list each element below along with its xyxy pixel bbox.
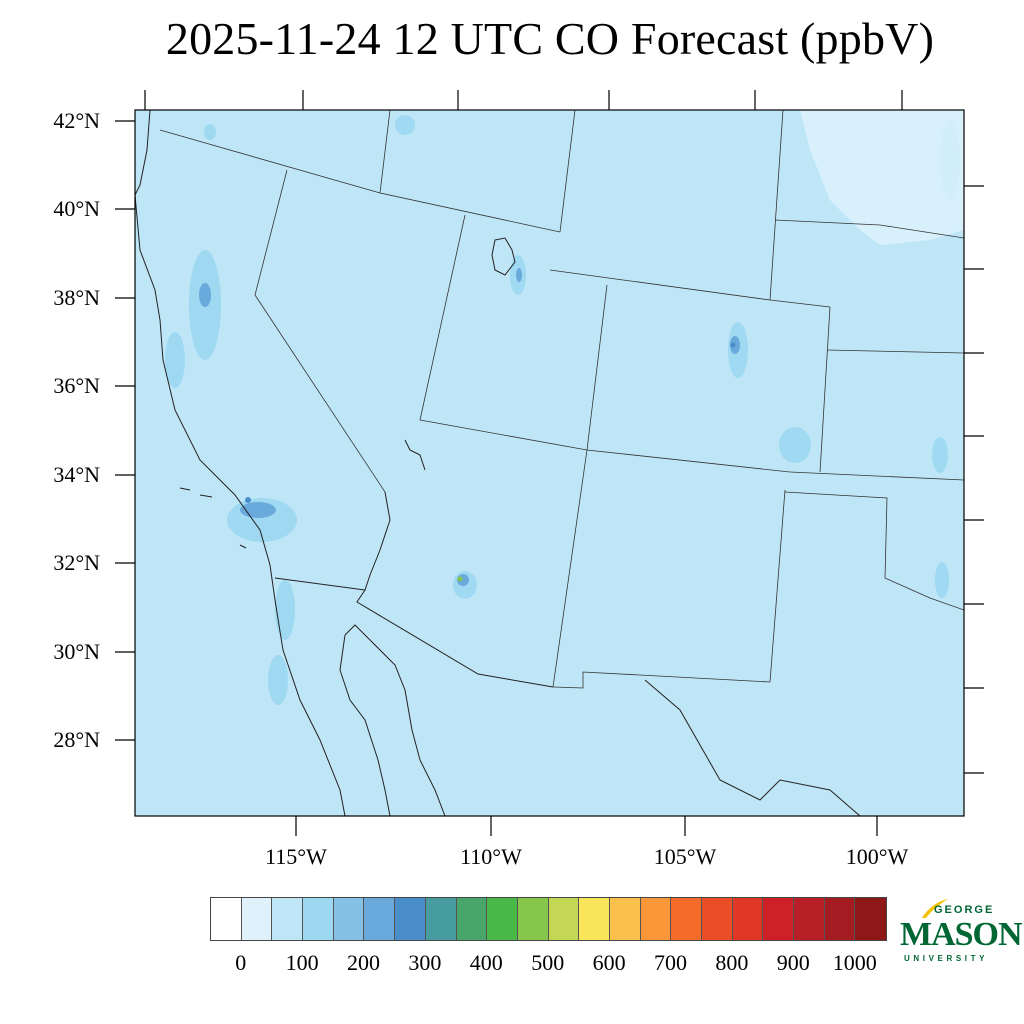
lon-label-105: 105°W	[653, 844, 717, 869]
map-background	[135, 110, 964, 816]
tick-marks	[115, 90, 984, 836]
colorbar-swatch	[241, 898, 273, 940]
lat-label-30: 30°N	[53, 639, 100, 664]
colorbar-label: 500	[531, 950, 565, 975]
colorbar-swatch	[609, 898, 641, 940]
colorbar-swatch	[456, 898, 488, 940]
lat-label-36: 36°N	[53, 373, 100, 398]
logo-line2: MASON	[900, 916, 1023, 953]
colorbar-label: 100	[285, 950, 319, 975]
lat-label-38: 38°N	[53, 285, 100, 310]
colorbar-swatch	[487, 898, 518, 940]
colorbar-swatch	[548, 898, 580, 940]
colorbar-swatch	[364, 898, 396, 940]
colorbar-swatch	[211, 898, 242, 940]
colorbar-label: 600	[592, 950, 626, 975]
colorbar-label: 400	[469, 950, 503, 975]
colorbar-label: 700	[654, 950, 687, 975]
colorbar-swatch	[333, 898, 365, 940]
colorbar-swatch	[640, 898, 672, 940]
colorbar-swatch	[395, 898, 426, 940]
light-region	[800, 110, 964, 245]
colorbar-swatch	[303, 898, 334, 940]
lon-label-110: 110°W	[460, 844, 522, 869]
country-border	[274, 439, 861, 816]
lat-label-32: 32°N	[53, 550, 100, 575]
colorbar-swatch	[732, 898, 764, 940]
lat-label-42: 42°N	[53, 108, 100, 133]
coastline	[135, 110, 516, 816]
lon-label-115: 115°W	[265, 844, 327, 869]
colorbar	[210, 897, 888, 941]
colorbar-label: 300	[408, 950, 442, 975]
lat-label-34: 34°N	[53, 462, 100, 487]
logo-swoosh-icon	[922, 899, 948, 918]
colorbar-swatch	[671, 898, 702, 940]
colorbar-label: 1000	[832, 950, 877, 975]
colorbar-label: 900	[776, 950, 810, 975]
colorbar-swatch	[517, 898, 549, 940]
colorbar-label: 800	[715, 950, 749, 975]
colorbar-swatch	[824, 898, 856, 940]
colorbar-swatch	[794, 898, 825, 940]
lat-label-28: 28°N	[53, 727, 100, 752]
colorbar-swatch	[425, 898, 457, 940]
map-frame	[134, 109, 965, 817]
colorbar-swatch	[272, 898, 304, 940]
colorbar-swatch	[579, 898, 610, 940]
colorbar-swatch	[855, 898, 887, 940]
colorbar-label: 200	[347, 950, 380, 975]
gmu-logo: GEORGE MASON UNIVERSITY	[898, 898, 1023, 968]
state-borders	[159, 110, 964, 689]
colorbar-swatch	[763, 898, 795, 940]
map-title: 2025-11-24 12 UTC CO Forecast (ppbV)	[165, 13, 935, 64]
lat-label-40: 40°N	[53, 196, 100, 221]
logo-line1: GEORGE	[934, 904, 995, 916]
lon-label-100: 100°W	[845, 844, 909, 869]
logo-line3: UNIVERSITY	[904, 954, 989, 963]
colorbar-label: 0	[235, 950, 247, 975]
colorbar-swatch	[702, 898, 733, 940]
concentration-peak	[245, 342, 736, 582]
